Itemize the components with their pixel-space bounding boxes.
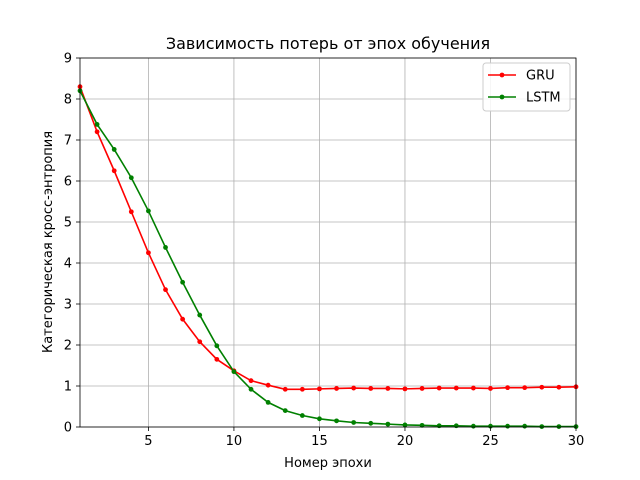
- data-point-lstm: [368, 420, 374, 426]
- legend-marker-gru: [499, 72, 505, 78]
- y-axis-label: Категорическая кросс-энтропия: [41, 131, 56, 353]
- data-point-lstm: [231, 369, 237, 375]
- data-point-gru: [385, 386, 391, 391]
- axes: [79, 57, 577, 428]
- grid: [80, 57, 577, 428]
- data-point-gru: [111, 168, 117, 174]
- y-tick-label: 4: [64, 257, 72, 272]
- data-point-gru: [351, 385, 357, 391]
- data-point-gru: [505, 385, 510, 391]
- legend-marker-lstm: [499, 94, 505, 100]
- data-point-gru: [128, 209, 134, 215]
- data-point-gru: [419, 386, 425, 391]
- data-point-gru: [556, 384, 562, 390]
- data-point-lstm: [539, 424, 545, 429]
- data-point-lstm: [556, 424, 562, 429]
- data-point-lstm: [180, 279, 186, 285]
- data-point-gru: [488, 386, 493, 391]
- data-point-lstm: [419, 422, 425, 428]
- chart-title: Зависимость потерь от эпох обучения: [166, 34, 490, 53]
- y-tick-label: 9: [64, 52, 72, 67]
- data-point-gru: [522, 385, 528, 391]
- data-point-gru: [248, 378, 254, 384]
- data-point-lstm: [163, 245, 168, 250]
- x-tick-label: 10: [226, 434, 243, 449]
- data-point-gru: [470, 385, 476, 391]
- data-point-lstm: [282, 408, 288, 413]
- data-point-lstm: [334, 418, 339, 424]
- data-point-lstm: [402, 422, 408, 428]
- legend: GRU LSTM: [482, 62, 571, 112]
- data-point-lstm: [128, 175, 134, 181]
- data-point-gru: [94, 129, 100, 135]
- data-point-lstm: [453, 423, 459, 429]
- legend-label-lstm: LSTM: [526, 91, 561, 106]
- data-point-gru: [146, 250, 151, 256]
- data-point-gru: [402, 386, 408, 392]
- data-point-lstm: [111, 147, 117, 152]
- x-tick-label: 20: [397, 434, 414, 449]
- data-point-gru: [453, 385, 459, 391]
- data-point-lstm: [351, 420, 357, 425]
- data-point-lstm: [385, 421, 391, 427]
- y-tick-label: 7: [64, 134, 72, 149]
- data-point-lstm: [317, 416, 322, 422]
- y-tick-label: 3: [64, 298, 72, 313]
- data-point-gru: [539, 384, 545, 390]
- ticks: 5 10 15 20 25 30 0 1 2 3 4 5 6 7 8 9: [64, 52, 585, 450]
- series-line-lstm: [79, 90, 576, 428]
- data-point-gru: [334, 386, 339, 391]
- data-point-gru: [368, 386, 374, 391]
- data-point-gru: [197, 339, 203, 345]
- data-point-gru: [436, 385, 442, 391]
- x-tick-label: 5: [144, 434, 152, 449]
- data-point-gru: [282, 386, 288, 392]
- y-tick-label: 0: [64, 421, 72, 436]
- y-tick-label: 2: [64, 339, 72, 354]
- legend-label-gru: GRU: [526, 69, 555, 84]
- y-tick-label: 6: [64, 175, 72, 190]
- data-point-lstm: [146, 208, 151, 214]
- data-point-gru: [163, 287, 168, 293]
- y-tick-label: 5: [64, 216, 72, 231]
- data-point-gru: [299, 386, 305, 392]
- data-point-gru: [180, 316, 186, 322]
- x-tick-label: 25: [482, 434, 499, 449]
- x-tick-label: 15: [311, 434, 328, 449]
- y-tick-label: 8: [64, 93, 72, 108]
- data-point-gru: [265, 382, 271, 388]
- plot-frame: [79, 57, 577, 428]
- data-point-lstm: [214, 343, 220, 349]
- data-point-lstm: [265, 400, 271, 405]
- x-axis-label: Номер эпохи: [284, 456, 372, 471]
- data-point-gru: [214, 356, 220, 362]
- x-tick-label: 30: [568, 434, 585, 449]
- data-point-lstm: [94, 122, 100, 127]
- data-point-lstm: [436, 423, 442, 429]
- data-point-lstm: [522, 423, 528, 429]
- data-point-lstm: [248, 386, 254, 392]
- data-point-gru: [317, 386, 322, 392]
- data-point-lstm: [505, 423, 510, 429]
- data-point-lstm: [299, 413, 305, 418]
- data-point-lstm: [197, 312, 203, 318]
- series-line-gru: [79, 86, 577, 391]
- y-tick-label: 1: [64, 380, 72, 395]
- data-point-lstm: [470, 423, 476, 429]
